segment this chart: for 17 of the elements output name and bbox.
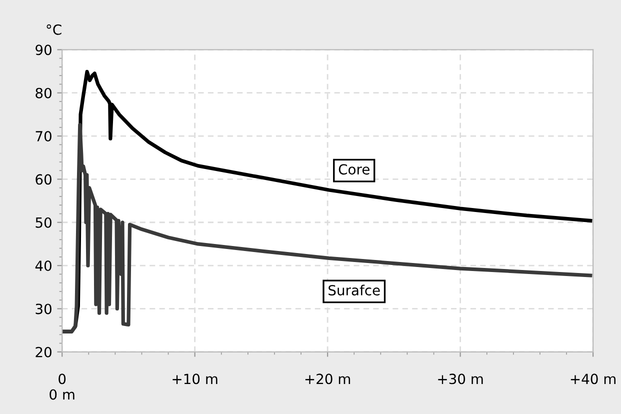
x-tick-label: +30 m <box>438 374 483 384</box>
y-tick-label: 20 <box>36 346 52 358</box>
y-tick-label: 60 <box>36 174 52 185</box>
y-axis-title: °C <box>46 24 62 35</box>
line-series <box>62 123 592 334</box>
y-tick-label: 70 <box>36 130 52 142</box>
annotation: Core <box>338 164 370 175</box>
x-tick-label: +20 m <box>305 374 350 384</box>
y-tick-label: 30 <box>36 304 52 314</box>
y-tick-label: 90 <box>36 44 52 56</box>
x-tick-label: 0 0 m <box>50 374 74 400</box>
x-tick-label: +40 m <box>570 374 616 384</box>
y-tick-label: 80 <box>36 88 52 98</box>
y-tick-label: 50 <box>36 217 52 228</box>
annotation: Surafce <box>328 284 380 296</box>
y-tick-label: 40 <box>35 260 52 272</box>
x-tick-label: +10 m <box>172 374 218 384</box>
